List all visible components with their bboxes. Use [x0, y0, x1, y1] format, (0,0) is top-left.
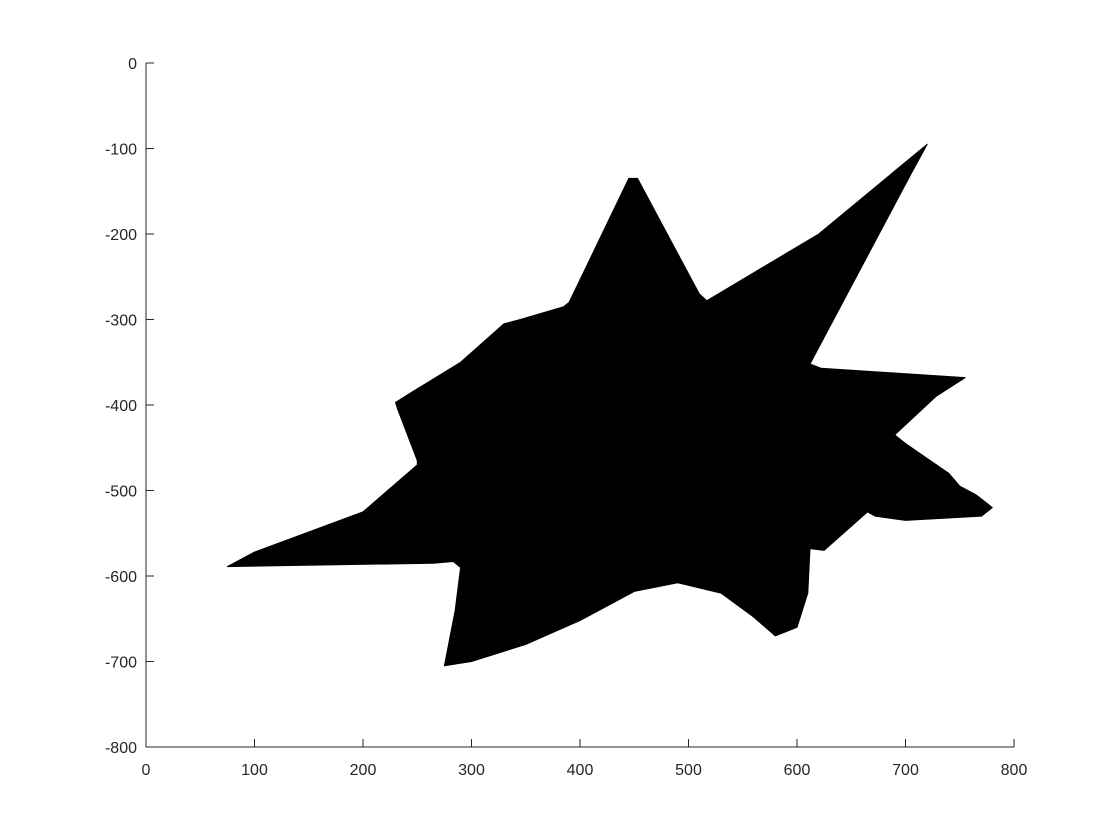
x-tick-label: 200: [350, 762, 377, 779]
x-tick-label: 500: [675, 762, 702, 779]
x-tick-label: 100: [241, 762, 268, 779]
x-tick-label: 800: [1001, 762, 1028, 779]
y-tick-label: -600: [105, 569, 137, 586]
filled-shape-0: [226, 143, 993, 667]
y-tick-label: -500: [105, 484, 137, 501]
y-tick-label: -700: [105, 655, 137, 672]
y-tick-label: -200: [105, 227, 137, 244]
y-tick-label: -300: [105, 313, 137, 330]
y-tick-label: -100: [105, 142, 137, 159]
y-tick-label: 0: [128, 56, 137, 73]
plot-area: [226, 143, 993, 667]
axes: 0 100 200 300 400 500 600 700 800 0 -100 -200 -300 -4…: [105, 56, 1027, 779]
x-tick-label: 300: [458, 762, 485, 779]
y-tick-label: -400: [105, 398, 137, 415]
x-tick-label: 400: [567, 762, 594, 779]
x-tick-label: 600: [784, 762, 811, 779]
y-tick-label: -800: [105, 740, 137, 757]
x-tick-label: 0: [142, 762, 151, 779]
x-tick-label: 700: [892, 762, 919, 779]
